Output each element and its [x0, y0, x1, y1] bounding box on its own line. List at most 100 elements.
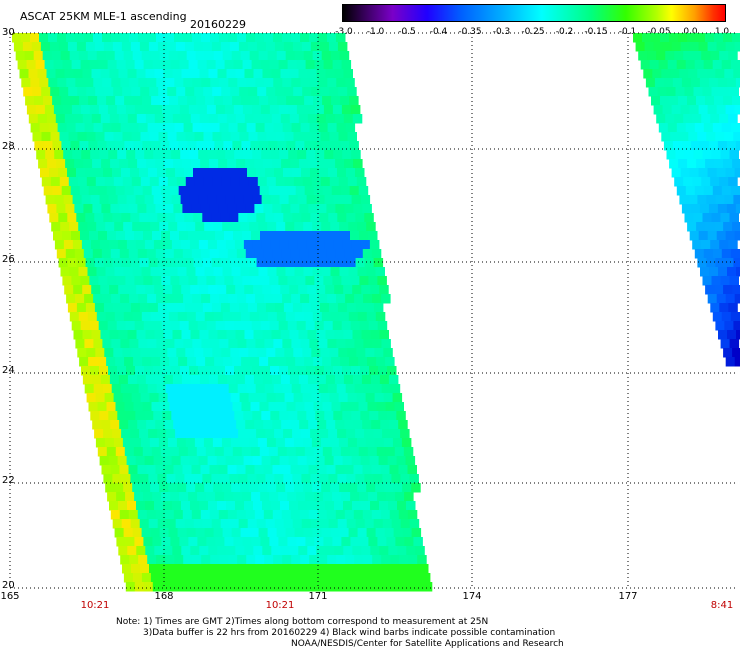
swath-pixel: [181, 114, 192, 124]
swath-pixel: [398, 510, 409, 520]
swath-pixel: [82, 114, 93, 124]
swath-pixel: [248, 438, 259, 448]
swath-pixel: [88, 96, 98, 106]
swath-pixel: [279, 150, 289, 160]
swath-pixel: [284, 87, 294, 97]
swath-pixel: [138, 294, 148, 304]
swath-pixel: [324, 150, 334, 160]
swath-pixel: [341, 60, 352, 70]
swath-pixel: [179, 105, 190, 115]
swath-pixel: [299, 510, 310, 520]
swath-pixel: [364, 474, 374, 484]
swath-pixel: [139, 303, 150, 313]
swath-pixel: [698, 105, 709, 115]
swath-pixel: [168, 222, 178, 232]
swath-pixel: [374, 564, 384, 574]
swath-pixel: [323, 276, 333, 286]
swath-pixel: [144, 456, 155, 466]
swath-pixel: [667, 60, 678, 70]
swath-pixel: [89, 276, 99, 286]
swath-pixel: [115, 96, 125, 106]
swath-pixel: [79, 141, 89, 151]
swath-pixel: [56, 249, 67, 259]
swath-pixel: [104, 132, 114, 142]
swath-pixel: [234, 240, 245, 250]
swath-pixel: [111, 78, 121, 88]
swath-pixel: [108, 240, 119, 250]
swath-pixel: [100, 69, 110, 79]
swath-pixel: [379, 375, 390, 385]
swath-pixel: [101, 420, 111, 430]
swath-pixel: [376, 402, 386, 412]
swath-pixel: [368, 582, 379, 592]
swath-pixel: [204, 51, 215, 61]
swath-pixel: [197, 321, 208, 331]
swath-pixel: [236, 204, 246, 214]
swath-pixel: [658, 60, 669, 70]
swath-pixel: [99, 411, 109, 421]
swath-pixel: [288, 456, 299, 466]
swath-pixel: [296, 582, 307, 592]
swath-pixel: [90, 411, 100, 421]
swath-pixel: [294, 483, 304, 493]
swath-pixel: [119, 204, 129, 214]
swath-pixel: [728, 51, 738, 61]
swath-pixel: [313, 186, 324, 196]
swath-pixel: [710, 303, 720, 313]
swath-pixel: [364, 213, 374, 223]
swath-pixel: [392, 393, 403, 403]
swath-pixel: [189, 411, 199, 421]
swath-pixel: [324, 240, 335, 250]
swath-pixel: [205, 402, 215, 412]
swath-pixel: [342, 150, 352, 160]
swath-pixel: [157, 429, 167, 439]
swath-pixel: [276, 222, 286, 232]
swath-pixel: [207, 366, 217, 376]
swath-pixel: [274, 213, 284, 223]
swath-pixel: [86, 177, 97, 187]
swath-pixel: [72, 240, 83, 250]
swath-pixel: [39, 78, 49, 88]
swath-pixel: [351, 456, 362, 466]
swath-pixel: [169, 357, 179, 367]
swath-pixel: [90, 240, 101, 250]
swath-pixel: [258, 483, 268, 493]
swath-pixel: [361, 546, 371, 556]
swath-pixel: [229, 42, 240, 52]
swath-pixel: [326, 465, 336, 475]
swath-pixel: [73, 114, 84, 124]
swath-pixel: [263, 159, 273, 169]
swath-pixel: [205, 96, 215, 106]
swath-pixel: [648, 87, 658, 97]
swath-pixel: [262, 546, 272, 556]
swath-pixel: [374, 438, 385, 448]
swath-pixel: [199, 375, 210, 385]
swath-pixel: [95, 348, 105, 358]
swath-pixel: [154, 546, 164, 556]
swath-pixel: [725, 231, 736, 241]
swath-pixel: [54, 195, 65, 205]
swath-pixel: [325, 546, 335, 556]
swath-pixel: [252, 195, 263, 205]
swath-pixel: [335, 249, 346, 259]
swath-pixel: [328, 213, 338, 223]
swath-pixel: [136, 501, 146, 511]
swath-pixel: [322, 96, 332, 106]
swath-pixel: [388, 375, 399, 385]
swath-pixel: [244, 501, 254, 511]
swath-pixel: [358, 357, 368, 367]
swath-pixel: [254, 465, 264, 475]
swath-pixel: [220, 429, 230, 439]
swath-pixel: [282, 33, 292, 43]
swath-pixel: [157, 168, 167, 178]
swath-pixel: [180, 411, 190, 421]
swath-pixel: [239, 132, 249, 142]
swath-pixel: [285, 267, 295, 277]
swath-pixel: [347, 438, 358, 448]
swath-pixel: [231, 528, 242, 538]
swath-pixel: [309, 78, 319, 88]
swath-pixel: [304, 447, 315, 457]
swath-pixel: [181, 501, 191, 511]
swath-pixel: [325, 114, 336, 124]
swath-pixel: [366, 312, 377, 322]
